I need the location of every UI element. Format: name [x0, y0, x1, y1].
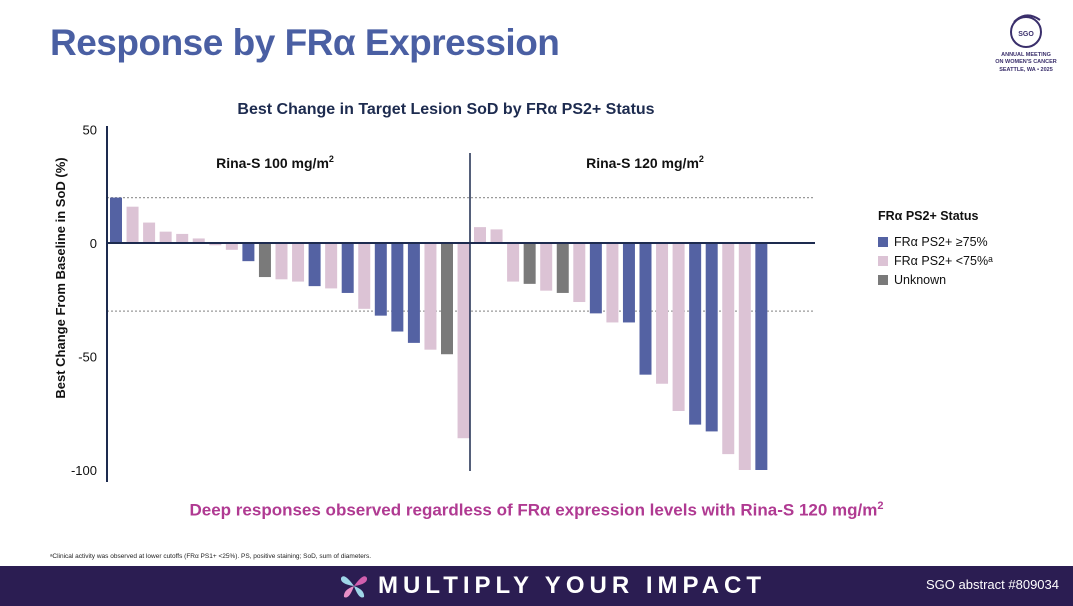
bar-g2-7	[573, 243, 586, 303]
butterfly-wing-br	[354, 586, 365, 598]
butterfly-wing-tr	[354, 576, 368, 586]
legend-label-low: FRα PS2+ <75%ᵃ	[894, 253, 993, 268]
butterfly-wing-bl	[343, 586, 354, 598]
bar-g2-4	[523, 243, 536, 284]
footer-abstract: SGO abstract #809034	[926, 577, 1059, 592]
bar-g2-9	[606, 243, 619, 323]
bar-g1-15	[341, 243, 354, 293]
bar-g2-13	[672, 243, 685, 411]
bar-g2-1	[474, 227, 486, 243]
bar-g1-12	[292, 243, 305, 282]
bar-g1-9	[242, 243, 255, 262]
footnote: ᵃClinical activity was observed at lower…	[50, 553, 372, 560]
y-axis-label: Best Change From Baseline in SoD (%)	[53, 157, 68, 398]
y-tick-label: 0	[90, 236, 97, 251]
sgo-logo-mark: SGO	[1018, 31, 1034, 38]
bar-g1-2	[126, 206, 139, 243]
footer-bar	[0, 566, 1073, 606]
y-tick-label: 50	[83, 123, 97, 138]
butterfly-wing-tl	[340, 576, 354, 586]
sgo-logo: SGO	[1010, 14, 1042, 48]
bar-g2-11	[639, 243, 652, 375]
bar-g1-18	[391, 243, 404, 332]
chart-title: Best Change in Target Lesion SoD by FRα …	[237, 101, 655, 118]
logo-line-1: ANNUAL MEETING	[1001, 52, 1051, 58]
footer-slogan: MULTIPLY YOUR IMPACT	[378, 572, 767, 599]
takeaway-text: Deep responses observed regardless of FR…	[189, 500, 878, 520]
bar-g1-5	[176, 233, 189, 243]
bar-g2-6	[556, 243, 569, 293]
bar-g1-14	[325, 243, 338, 289]
bar-g1-10	[258, 243, 271, 278]
y-tick-label: -50	[78, 350, 97, 365]
legend-item-high: FRα PS2+ ≥75%	[878, 232, 993, 251]
legend-swatch-unknown	[878, 274, 888, 285]
legend-label-high: FRα PS2+ ≥75%	[894, 234, 988, 249]
bar-g1-3	[143, 222, 156, 243]
bar-g1-20	[424, 243, 437, 350]
bar-g1-17	[374, 243, 387, 316]
bar-g2-17	[738, 243, 751, 470]
bar-g2-5	[540, 243, 553, 291]
takeaway-sup: 2	[877, 500, 884, 512]
group-label-1: Rina-S 100 mg/m2	[216, 154, 334, 171]
bar-g2-14	[689, 243, 702, 425]
takeaway: Deep responses observed regardless of FR…	[0, 500, 1073, 521]
legend-label-unknown: Unknown	[894, 272, 947, 287]
bar-g1-4	[159, 231, 172, 243]
legend: FRα PS2+ Status FRα PS2+ ≥75% FRα PS2+ <…	[878, 209, 993, 289]
bar-g2-2	[490, 229, 503, 243]
bar-g1-1	[110, 197, 122, 243]
y-tick-label: -100	[71, 463, 97, 478]
bar-g2-16	[722, 243, 735, 455]
bar-g1-16	[358, 243, 371, 309]
group-label-2: Rina-S 120 mg/m2	[586, 154, 704, 171]
bar-g1-13	[308, 243, 321, 287]
bar-g2-10	[622, 243, 635, 323]
bar-g1-11	[275, 243, 288, 280]
logo-line-3: SEATTLE, WA • 2025	[999, 67, 1053, 73]
bar-g2-15	[705, 243, 718, 432]
bar-g1-6	[192, 238, 205, 243]
bar-g2-8	[589, 243, 602, 314]
bar-g1-22	[457, 243, 470, 439]
bar-g2-12	[656, 243, 669, 384]
bar-g1-7	[209, 243, 222, 246]
legend-swatch-low	[878, 255, 888, 266]
legend-swatch-high	[878, 236, 888, 247]
bar-g1-8	[225, 243, 238, 250]
page-title: Response by FRα Expression	[50, 22, 560, 63]
legend-item-unknown: Unknown	[878, 270, 993, 289]
bar-g2-3	[507, 243, 520, 282]
bar-g1-21	[441, 243, 453, 355]
butterfly-icon	[340, 576, 368, 598]
legend-item-low: FRα PS2+ <75%ᵃ	[878, 251, 993, 270]
legend-title: FRα PS2+ Status	[878, 209, 979, 223]
bar-g1-19	[407, 243, 420, 343]
bar-g2-18	[755, 243, 768, 470]
sgo-logo-ring	[1010, 16, 1042, 48]
sgo-logo-swoosh	[1013, 14, 1041, 23]
logo-line-2: ON WOMEN'S CANCER	[995, 59, 1057, 65]
